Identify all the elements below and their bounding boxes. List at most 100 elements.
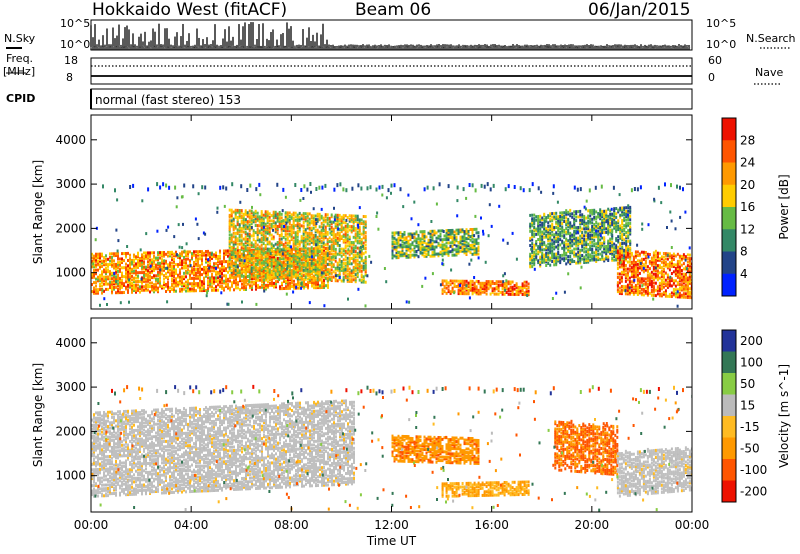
- echo-cell: [354, 239, 357, 243]
- echo-cell: [260, 257, 263, 261]
- echo-cell: [91, 274, 93, 278]
- echo-cell: [121, 284, 123, 287]
- echo-cell: [336, 240, 339, 244]
- echo-cell: [397, 254, 400, 258]
- echo-cell: [391, 251, 394, 255]
- echo-cell: [565, 251, 568, 255]
- echo-cell: [547, 231, 550, 235]
- echo-cell: [332, 270, 335, 274]
- echo-cell: [342, 238, 345, 242]
- echo-cell: [270, 226, 273, 230]
- echo-cell: [195, 268, 197, 271]
- echo-cell: [246, 275, 249, 278]
- echo-cell: [455, 232, 458, 236]
- echo-cell: [453, 248, 456, 252]
- echo-cell: [334, 226, 337, 230]
- echo-cell: [127, 275, 129, 278]
- echo-cell: [286, 275, 289, 279]
- echo-cell: [320, 273, 323, 277]
- echo-cell: [364, 273, 367, 277]
- echo-cell: [360, 218, 363, 222]
- echo-cell: [323, 257, 325, 261]
- echo-cell: [334, 213, 337, 217]
- echo-cell: [348, 249, 351, 253]
- echo-cell: [306, 237, 309, 241]
- echo-cell: [352, 225, 355, 229]
- echo-cell: [587, 232, 590, 236]
- echo-cell: [415, 244, 418, 248]
- echo-cell: [193, 262, 195, 266]
- echo-cell: [117, 278, 119, 282]
- echo-cell: [342, 221, 345, 225]
- echo-cell: [312, 249, 315, 253]
- echo-cell: [350, 278, 353, 282]
- echo-cell: [525, 287, 528, 291]
- echo-cell: [131, 271, 133, 275]
- echo-cell: [248, 227, 251, 231]
- echo-cell: [296, 218, 299, 222]
- echo-cell: [256, 261, 259, 265]
- echo-cell: [569, 251, 572, 255]
- echo-cell: [356, 221, 359, 225]
- echo-cell: [193, 269, 195, 273]
- echo-cell: [543, 255, 546, 259]
- echo-cell: [310, 262, 313, 266]
- echo-cell: [336, 274, 339, 277]
- echo-cell: [298, 266, 301, 270]
- echo-cell: [320, 225, 323, 229]
- echo-cell: [423, 235, 426, 239]
- echo-cell: [352, 248, 355, 252]
- echo-cell: [125, 253, 127, 257]
- echo-cell: [236, 274, 239, 278]
- echo-cell: [537, 222, 540, 226]
- echo-cell: [149, 253, 151, 257]
- echo-cell: [326, 252, 329, 256]
- echo-cell: [242, 274, 245, 278]
- echo-cell: [282, 269, 285, 273]
- echo-cell: [336, 265, 339, 269]
- echo-cell: [405, 239, 408, 243]
- echo-cell: [547, 230, 550, 234]
- echo-cell: [567, 230, 570, 234]
- echo-cell: [260, 219, 263, 222]
- echo-cell: [159, 251, 161, 255]
- echo-cell: [330, 256, 333, 259]
- echo-cell: [465, 249, 468, 253]
- echo-cell: [256, 248, 259, 252]
- echo-cell: [559, 227, 562, 231]
- echo-cell: [298, 219, 301, 222]
- echo-cell: [603, 250, 606, 254]
- echo-cell: [585, 244, 588, 248]
- echo-cell: [567, 258, 570, 262]
- echo-cell: [282, 244, 285, 248]
- echo-cell: [485, 292, 488, 296]
- echo-cell: [395, 247, 398, 251]
- echo-cell: [346, 251, 349, 255]
- echo-cell: [545, 251, 548, 255]
- echo-cell: [459, 228, 462, 232]
- echo-cell: [429, 254, 432, 258]
- echo-cell: [429, 245, 432, 249]
- echo-cell: [211, 274, 213, 278]
- echo-cell: [348, 240, 351, 244]
- echo-cell: [601, 218, 604, 222]
- echo-cell: [252, 211, 255, 215]
- echo-cell: [268, 274, 271, 278]
- echo-cell: [244, 225, 247, 229]
- echo-cell: [223, 281, 225, 285]
- echo-cell: [251, 271, 253, 275]
- echo-cell: [334, 252, 337, 256]
- echo-cell: [256, 250, 259, 254]
- echo-cell: [491, 282, 494, 285]
- echo-cell: [246, 267, 249, 271]
- echo-cell: [252, 231, 255, 234]
- echo-cell: [308, 231, 311, 235]
- echo-cell: [511, 285, 514, 289]
- echo-cell: [173, 261, 175, 265]
- echo-cell: [290, 234, 293, 238]
- echo-cell: [593, 244, 596, 248]
- echo-cell: [240, 239, 243, 243]
- echo-cell: [545, 264, 548, 267]
- echo-cell: [358, 221, 361, 225]
- echo-cell: [127, 264, 129, 268]
